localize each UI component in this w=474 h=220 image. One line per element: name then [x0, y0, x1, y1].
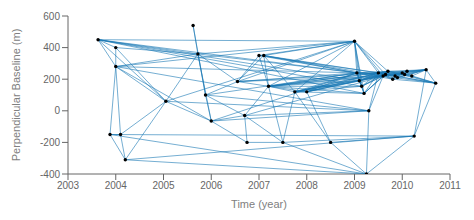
svg-text:200: 200	[43, 74, 60, 85]
svg-text:0: 0	[54, 105, 60, 116]
svg-text:2005: 2005	[152, 180, 175, 191]
svg-text:600: 600	[43, 11, 60, 22]
svg-text:2007: 2007	[248, 180, 271, 191]
svg-text:2011: 2011	[439, 180, 461, 191]
svg-text:2010: 2010	[391, 180, 414, 191]
svg-text:Perpendicular Baseline (m): Perpendicular Baseline (m)	[10, 29, 22, 162]
svg-text:-400: -400	[40, 169, 60, 180]
svg-text:-200: -200	[40, 137, 60, 148]
svg-text:400: 400	[43, 42, 60, 53]
svg-text:2009: 2009	[343, 180, 366, 191]
svg-text:2006: 2006	[200, 180, 223, 191]
svg-text:2008: 2008	[296, 180, 319, 191]
svg-text:2004: 2004	[105, 180, 128, 191]
svg-text:Time (year): Time (year)	[231, 198, 287, 210]
svg-text:2003: 2003	[57, 180, 80, 191]
